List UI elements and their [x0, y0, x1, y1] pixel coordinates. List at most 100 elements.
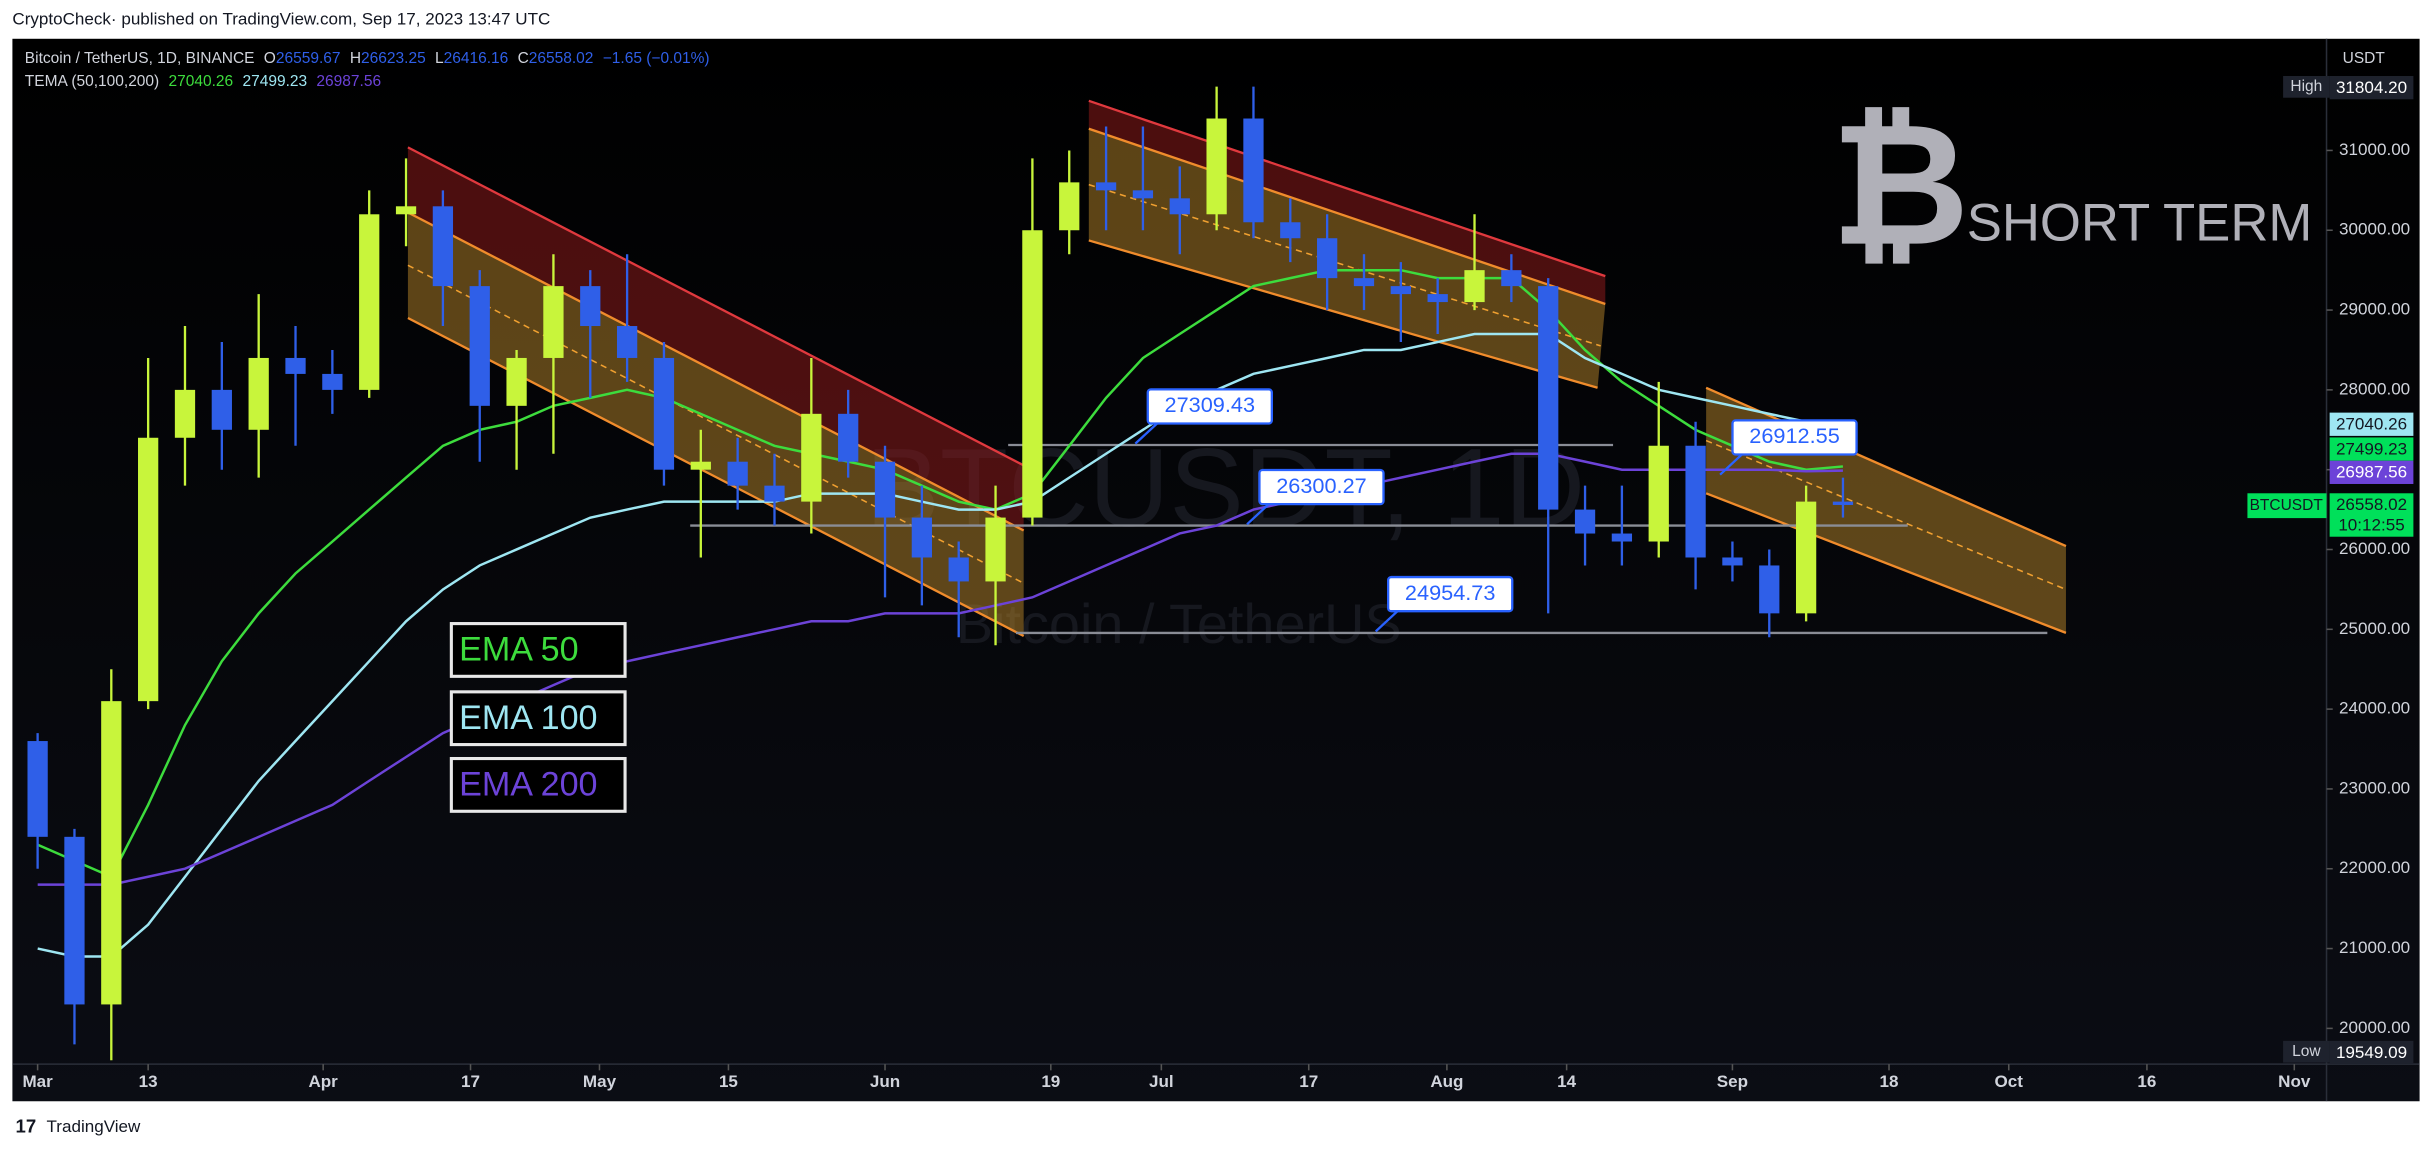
callout-label: 27309.43: [1165, 392, 1256, 417]
candle-body: [1132, 190, 1154, 199]
candle-body: [1648, 445, 1669, 542]
candle-body: [580, 286, 601, 327]
candle-body: [1574, 509, 1596, 534]
callout-box: [1146, 388, 1273, 425]
low-tag-label: Low: [2292, 1043, 2321, 1060]
callout-pointer: [1134, 422, 1158, 445]
candle-body: [1095, 182, 1117, 191]
legend-symbol: Bitcoin / TetherUS, 1D, BINANCE: [25, 50, 255, 67]
candle-body: [1832, 501, 1854, 505]
candle-body: [1280, 222, 1301, 239]
y-tick-label: 25000.00: [2339, 619, 2410, 638]
symbol-tag: [2247, 493, 2327, 519]
candle-body: [1243, 118, 1264, 223]
candle-body: [1169, 198, 1190, 215]
logo-text: SHORT TERM: [1967, 193, 2313, 252]
candle-body: [801, 413, 822, 502]
x-tick-label: Nov: [2278, 1072, 2311, 1091]
x-tick-label: Jun: [870, 1072, 900, 1091]
candle-body: [174, 389, 196, 438]
callout-pointer: [1719, 453, 1743, 476]
indicator-name: TEMA (50,100,200): [25, 73, 159, 90]
low-value: 19549.09: [2336, 1043, 2407, 1062]
ema-price-box: [2329, 412, 2414, 436]
x-tick-label: 18: [1880, 1072, 1899, 1091]
candle-body: [1353, 278, 1375, 287]
symbol-tag-label: BTCUSDT: [2250, 497, 2324, 514]
candle-body: [1317, 238, 1338, 279]
watermark-name: Bitcoin / TetherUS: [956, 592, 1402, 655]
x-tick-label: 13: [139, 1072, 158, 1091]
callout-label: 26912.55: [1749, 423, 1840, 448]
ema-box-label: EMA 50: [459, 631, 578, 669]
candle-body: [138, 437, 159, 702]
candle-body: [1722, 557, 1743, 566]
x-tick-label: 17: [1299, 1072, 1318, 1091]
low-tag: [2283, 1040, 2330, 1063]
y-tick-label: 30000.00: [2339, 220, 2410, 239]
x-tick-label: Mar: [22, 1072, 53, 1091]
candle-body: [616, 326, 638, 358]
candle-body: [432, 206, 454, 287]
candle-body: [1795, 501, 1817, 614]
currency: USDT: [2343, 50, 2386, 67]
x-tick-label: 17: [461, 1072, 480, 1091]
x-tick-label: May: [583, 1072, 617, 1091]
legend-value: 26416.16: [444, 50, 509, 67]
candle-body: [1759, 565, 1780, 614]
channel-top: [1088, 99, 1606, 278]
x-tick-label: 19: [1041, 1072, 1060, 1091]
candle-body: [1390, 286, 1411, 295]
x-tick-label: Sep: [1717, 1072, 1748, 1091]
y-tick-label: 31000.00: [2339, 140, 2410, 159]
high-tag: [2283, 76, 2330, 98]
ema-box: [449, 622, 627, 678]
candle-body: [1501, 270, 1522, 287]
channel-top: [407, 146, 1025, 467]
channel-bottom: [1705, 492, 2067, 634]
x-tick-label: Jul: [1149, 1072, 1174, 1091]
candle-body: [727, 461, 748, 486]
x-tick-label: Oct: [1995, 1072, 2024, 1091]
legend-line: Bitcoin / TetherUS, 1D, BINANCE O26559.67…: [25, 50, 710, 67]
y-tick-label: 24000.00: [2339, 699, 2410, 718]
candle-body: [838, 413, 859, 462]
ema-box: [449, 756, 627, 813]
callout-box: [1258, 468, 1385, 506]
y-tick-label: 28000.00: [2339, 379, 2410, 398]
callout-label: 24954.73: [1405, 580, 1496, 605]
low-box: [2329, 1040, 2414, 1065]
candle-body: [543, 286, 564, 358]
candle-body: [690, 461, 711, 470]
candle-body: [653, 357, 675, 470]
ema-price-label: 27040.26: [2336, 415, 2407, 434]
plot: [27, 86, 2048, 1061]
y-tick-label: 26000.00: [2339, 539, 2410, 558]
candle-body: [874, 461, 896, 518]
candle-body: [911, 517, 932, 558]
bitcoin-logo: ₿: [1830, 91, 1969, 281]
ema-box-label: EMA 100: [459, 699, 597, 737]
callout-box: [1731, 419, 1858, 456]
x-tick-label: Apr: [308, 1072, 338, 1091]
candle-body: [248, 357, 269, 430]
ema-price-label: 27499.23: [2336, 439, 2407, 458]
last-price: 26558.02: [2336, 495, 2407, 514]
y-tick-label: 23000.00: [2339, 778, 2410, 797]
candle-body: [506, 357, 527, 406]
callout-box: [1387, 575, 1514, 613]
last-price-box: [2329, 493, 2414, 537]
candle-body: [469, 286, 490, 406]
x-tick-label: 16: [2137, 1072, 2156, 1091]
x-tick-label: 14: [1557, 1072, 1576, 1091]
legend-value: 26559.67: [276, 50, 341, 67]
candle-body: [764, 485, 785, 502]
ema-box: [449, 690, 627, 747]
legend-value: 26623.25: [361, 50, 426, 67]
footer-mark: 17: [16, 1116, 37, 1137]
indicator-value: 27499.23: [242, 73, 307, 90]
legend-change: −1.65 (−0.01%): [603, 50, 710, 67]
legend-key: H: [350, 50, 361, 67]
